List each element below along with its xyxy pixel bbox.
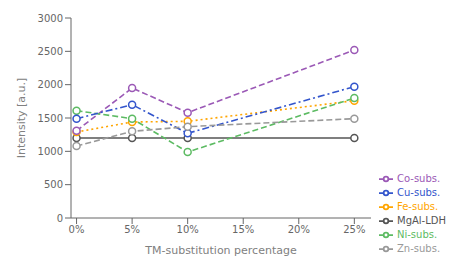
- svg-text:2000: 2000: [38, 79, 63, 90]
- svg-text:3000: 3000: [38, 13, 63, 24]
- svg-text:5%: 5%: [124, 224, 140, 235]
- html-text:Fe-subs.: Fe-subs.: [397, 201, 439, 212]
- svg-text:25%: 25%: [343, 224, 365, 235]
- svg-text:1000: 1000: [38, 146, 63, 157]
- svg-text:20%: 20%: [288, 224, 310, 235]
- html-text:Cu-subs.: Cu-subs.: [397, 187, 441, 198]
- svg-text:TM-substitution percentage: TM-substitution percentage: [144, 244, 297, 257]
- svg-text:2500: 2500: [38, 46, 63, 57]
- svg-text:0: 0: [57, 213, 63, 224]
- html-text:Co-subs.: Co-subs.: [397, 173, 441, 184]
- html-text:MgAl-LDH: MgAl-LDH: [397, 215, 446, 226]
- svg-text:Intensity [a.u.]: Intensity [a.u.]: [15, 78, 28, 159]
- html-text:Ni-subs.: Ni-subs.: [397, 229, 438, 240]
- svg-text:10%: 10%: [177, 224, 199, 235]
- svg-text:0%: 0%: [69, 224, 85, 235]
- html-text:Zn-subs.: Zn-subs.: [397, 243, 441, 254]
- svg-text:15%: 15%: [232, 224, 254, 235]
- svg-text:1500: 1500: [38, 113, 63, 124]
- svg-text:500: 500: [44, 179, 63, 190]
